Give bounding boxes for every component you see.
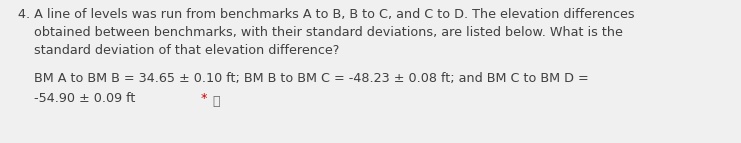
Text: obtained between benchmarks, with their standard deviations, are listed below. W: obtained between benchmarks, with their … bbox=[34, 26, 623, 39]
Text: BM A to BM B = 34.65 ± 0.10 ft; BM B to BM C = -48.23 ± 0.08 ft; and BM C to BM : BM A to BM B = 34.65 ± 0.10 ft; BM B to … bbox=[34, 72, 589, 85]
Text: 🖵: 🖵 bbox=[212, 95, 219, 108]
Text: *: * bbox=[197, 92, 207, 105]
Text: 4. A line of levels was run from benchmarks A to B, B to C, and C to D. The elev: 4. A line of levels was run from benchma… bbox=[18, 8, 634, 21]
Text: -54.90 ± 0.09 ft: -54.90 ± 0.09 ft bbox=[34, 92, 136, 105]
Text: standard deviation of that elevation difference?: standard deviation of that elevation dif… bbox=[34, 44, 339, 57]
